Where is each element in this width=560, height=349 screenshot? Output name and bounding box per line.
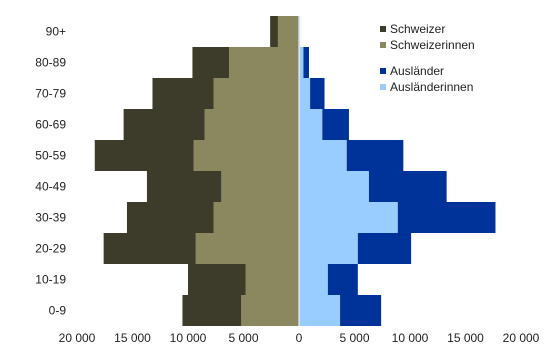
bar-ausländerinnen-90+ — [299, 16, 301, 47]
bar-schweizerinnen-0-9 — [241, 295, 299, 326]
bar-ausländer-60-69 — [322, 109, 349, 140]
y-tick-label: 60-69 — [35, 118, 66, 132]
bar-schweizerinnen-30-39 — [213, 202, 299, 233]
x-tick-label: 5 000 — [339, 331, 369, 345]
bar-ausländerinnen-80-89 — [299, 47, 304, 78]
y-tick-label: 20-29 — [35, 242, 66, 256]
legend-swatch — [380, 84, 386, 90]
y-tick-label: 40-49 — [35, 180, 66, 194]
y-tick-label: 30-39 — [35, 211, 66, 225]
y-tick-label: 10-19 — [35, 273, 66, 287]
bar-ausländerinnen-60-69 — [299, 109, 323, 140]
y-tick-label: 80-89 — [35, 56, 66, 70]
legend-swatch — [380, 26, 386, 32]
legend-label: Ausländer — [390, 64, 444, 78]
x-tick-label: 10 000 — [392, 331, 429, 345]
bars-group — [94, 16, 496, 326]
x-tick-label: 15 000 — [114, 331, 151, 345]
bar-schweizerinnen-80-89 — [229, 47, 299, 78]
y-tick-label: 50-59 — [35, 149, 66, 163]
bar-schweizer-70-79 — [152, 78, 214, 109]
bar-schweizerinnen-90+ — [277, 16, 299, 47]
legend-label: Ausländerinnen — [390, 80, 473, 94]
bar-schweizerinnen-40-49 — [221, 171, 299, 202]
bar-schweizer-40-49 — [146, 171, 222, 202]
y-tick-label: 0-9 — [49, 304, 67, 318]
x-tick-label: 10 000 — [170, 331, 207, 345]
bar-ausländer-80-89 — [303, 47, 309, 78]
bar-ausländerinnen-20-29 — [299, 233, 358, 264]
bar-schweizer-20-29 — [103, 233, 196, 264]
bar-schweizer-60-69 — [123, 109, 205, 140]
bar-ausländer-30-39 — [397, 202, 496, 233]
bar-ausländerinnen-70-79 — [299, 78, 311, 109]
bar-schweizer-50-59 — [94, 140, 194, 171]
bar-ausländerinnen-10-19 — [299, 264, 328, 295]
bar-ausländerinnen-30-39 — [299, 202, 398, 233]
bar-ausländer-70-79 — [310, 78, 325, 109]
bar-ausländer-20-29 — [357, 233, 412, 264]
y-tick-label: 70-79 — [35, 87, 66, 101]
bar-schweizer-0-9 — [182, 295, 242, 326]
bar-ausländer-0-9 — [340, 295, 382, 326]
bar-ausländerinnen-50-59 — [299, 140, 347, 171]
x-tick-label: 15 000 — [447, 331, 484, 345]
x-tick-label: 20 000 — [59, 331, 96, 345]
x-tick-label: 0 — [296, 331, 303, 345]
x-axis-labels: 20 000 15 000 10 000 5 000 0 5 000 10 000 15 00… — [59, 331, 540, 345]
bar-ausländer-40-49 — [368, 171, 447, 202]
bar-schweizerinnen-20-29 — [195, 233, 299, 264]
legend-label: Schweizerinnen — [390, 38, 475, 52]
x-tick-label: 5 000 — [228, 331, 258, 345]
legend-swatch — [380, 68, 386, 74]
legend-swatch — [380, 42, 386, 48]
bar-ausländer-10-19 — [327, 264, 358, 295]
bar-schweizer-10-19 — [188, 264, 246, 295]
bar-schweizerinnen-60-69 — [204, 109, 299, 140]
bar-schweizer-90+ — [270, 16, 278, 47]
bar-schweizerinnen-70-79 — [213, 78, 299, 109]
bar-ausländer-50-59 — [346, 140, 404, 171]
bar-ausländerinnen-40-49 — [299, 171, 369, 202]
y-axis-labels: 0-9 10-19 20-29 30-39 40-49 50-59 60-69 70-79 80… — [35, 25, 66, 318]
legend-label: Schweizer — [390, 22, 445, 36]
bar-ausländerinnen-0-9 — [299, 295, 341, 326]
bar-schweizer-80-89 — [192, 47, 230, 78]
y-tick-label: 90+ — [46, 25, 66, 39]
x-tick-label: 20 000 — [503, 331, 540, 345]
legend: Schweizer Schweizerinnen Ausländer Auslände… — [380, 22, 475, 94]
bar-schweizer-30-39 — [126, 202, 214, 233]
bar-schweizerinnen-10-19 — [245, 264, 299, 295]
bar-schweizerinnen-50-59 — [193, 140, 299, 171]
